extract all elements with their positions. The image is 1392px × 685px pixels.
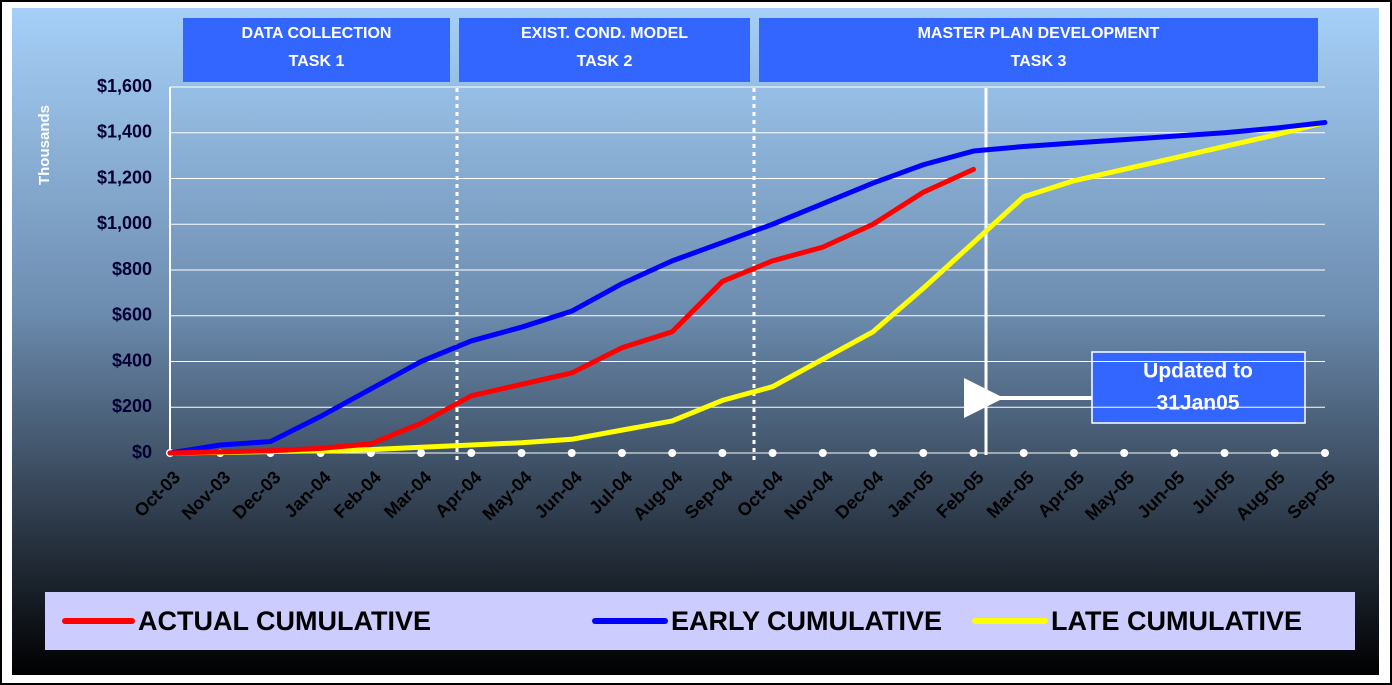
x-tick-dot (467, 449, 476, 457)
legend-label: ACTUAL CUMULATIVE (138, 606, 431, 636)
task-label: TASK 2 (577, 53, 633, 70)
x-tick-dot (617, 449, 626, 457)
y-tick-label: $1,400 (97, 122, 152, 142)
annotation: 31Jan05 (1157, 392, 1240, 415)
x-tick-dot (869, 449, 878, 457)
x-tick-dot (919, 449, 928, 457)
x-tick-dot (818, 449, 827, 457)
y-tick-label: $400 (112, 350, 152, 370)
x-tick-dot (1321, 449, 1329, 457)
series-line (167, 119, 1328, 456)
x-tick-dot (1220, 449, 1229, 457)
task-label: MASTER PLAN DEVELOPMENT (918, 25, 1160, 42)
y-tick-label: $0 (132, 442, 152, 462)
x-tick-dot (1019, 449, 1028, 457)
task-header (459, 18, 750, 82)
x-tick-dot (517, 449, 526, 457)
panel (12, 8, 1379, 675)
y-tick-label: $800 (112, 259, 152, 279)
task-label: TASK 3 (1011, 53, 1067, 70)
x-tick-dot (768, 449, 777, 457)
y-tick-label: $200 (112, 396, 152, 416)
x-tick-dot (718, 449, 727, 457)
x-tick-dot (417, 449, 426, 457)
series-line (167, 166, 976, 456)
task-header (183, 18, 450, 82)
x-tick-dot (1069, 449, 1078, 457)
x-tick-dot (1120, 449, 1129, 457)
x-tick-dot (1170, 449, 1179, 457)
x-tick-dot (567, 449, 576, 457)
series-line (167, 119, 1328, 456)
annotation: Updated to (1143, 360, 1253, 383)
y-tick-label: $600 (112, 305, 152, 325)
task-label: TASK 1 (289, 53, 345, 70)
annotation-box (1091, 351, 1306, 424)
task-label: DATA COLLECTION (242, 25, 392, 42)
task-label: EXIST. COND. MODEL (521, 25, 688, 42)
y-tick-label: $1,200 (97, 167, 152, 187)
legend-label: EARLY CUMULATIVE (671, 606, 942, 636)
x-tick-dot (969, 449, 978, 457)
x-tick-dot (1270, 449, 1279, 457)
legend-label: LATE CUMULATIVE (1051, 606, 1302, 636)
legend (45, 592, 1355, 650)
y-axis-label: Thousands (36, 105, 53, 185)
y-tick-label: $1,600 (97, 76, 152, 96)
task-header (759, 18, 1318, 82)
x-tick-dot (668, 449, 677, 457)
y-tick-label: $1,000 (97, 213, 152, 233)
